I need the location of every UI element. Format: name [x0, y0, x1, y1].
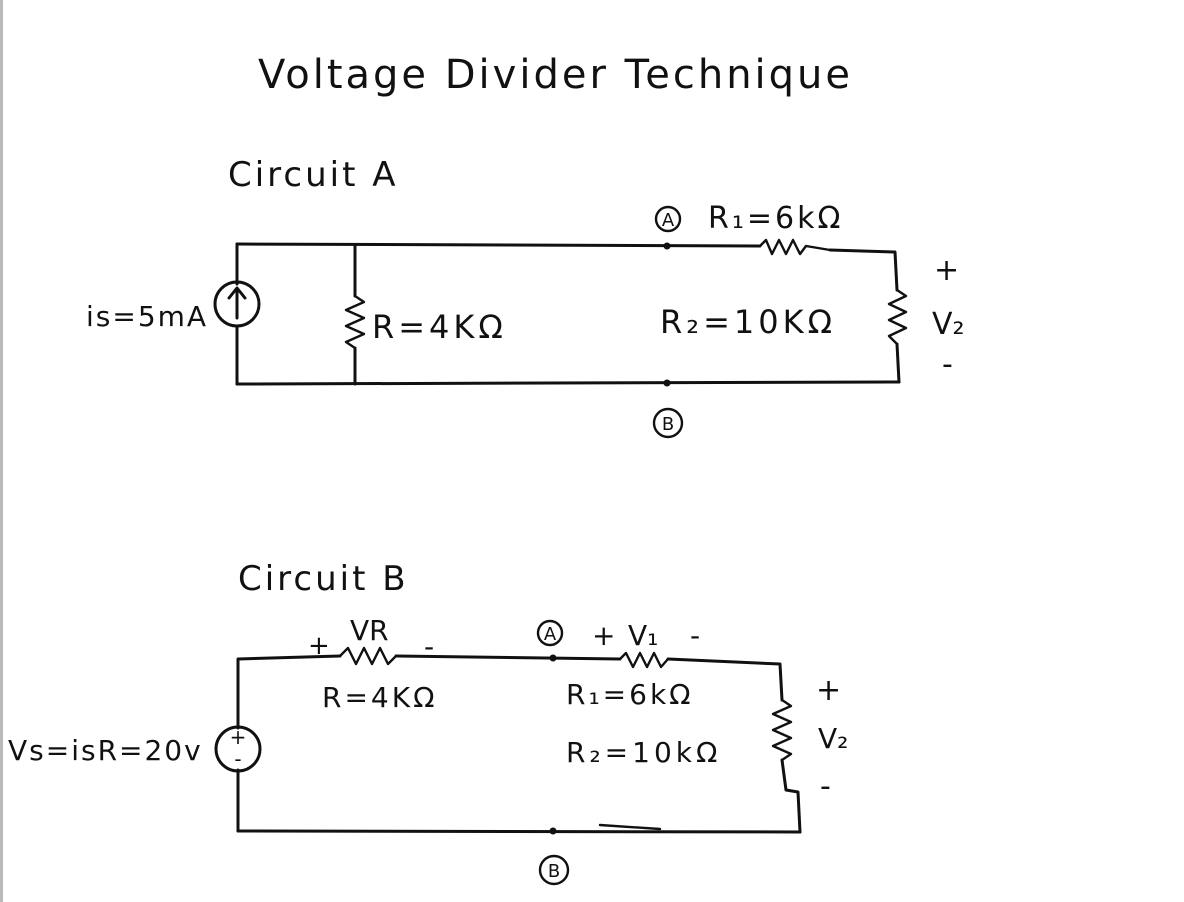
circuit-b-top-middle-wire: [394, 654, 622, 661]
circuit-a-node-a-marker: [654, 205, 682, 233]
circuit-b-r1-label: R₁=6kΩ: [566, 678, 694, 711]
circuit-b-vr-label: VR: [350, 614, 389, 647]
voltage-source-circle: [214, 725, 262, 773]
circuit-a-r1-label: R₁=6kΩ: [708, 201, 843, 236]
circuit-b: + - A B: [214, 619, 802, 886]
circuit-a-r2-resistor: [887, 288, 908, 346]
voltage-source-plus: +: [230, 725, 247, 749]
circuit-b-v2-plus: +: [816, 673, 841, 708]
circuit-a-top-wire: [235, 242, 762, 248]
circuit-b-v1-minus: -: [690, 619, 700, 652]
circuit-b-v1-plus: +: [592, 619, 615, 652]
circuit-b-node-b-label: B: [548, 861, 560, 882]
circuit-b-v1-label: V₁: [628, 619, 658, 652]
circuit-b-right-wire: [780, 758, 802, 834]
circuit-b-r-label: R=4KΩ: [322, 681, 438, 714]
current-source-arrow-icon: [227, 286, 247, 320]
circuit-b-node-a-marker: [536, 619, 564, 647]
circuit-a-source-label: is=5mA: [86, 300, 208, 333]
circuit-b-r1-resistor: [618, 651, 670, 669]
circuit-b-vr-minus: -: [424, 630, 434, 663]
circuit-b-node-b-dot: [549, 827, 557, 835]
circuit-b-v2-minus: -: [820, 769, 831, 804]
circuit-a-node-b-marker: [652, 407, 684, 439]
circuit-b-bottom-wire-stroke: [598, 823, 662, 831]
circuit-a: A B: [213, 205, 908, 439]
circuit-a-node-a-dot: [663, 242, 671, 250]
circuit-a-r2-label: R₂=10KΩ: [660, 303, 836, 341]
circuit-b-bottom-wire: [236, 829, 802, 834]
page-title: Voltage Divider Technique: [258, 52, 853, 98]
circuit-b-top-left-wire: [236, 654, 342, 730]
circuit-b-v2-label: V₂: [818, 722, 848, 755]
circuit-b-source-label: Vs=isR=20v: [8, 734, 203, 767]
current-source-circle: [213, 280, 261, 328]
page-edge-line: [0, 0, 3, 902]
circuit-a-v2-label: V₂: [932, 307, 965, 342]
circuit-b-r2-label: R₂=10kΩ: [566, 736, 721, 769]
circuit-a-r-label: R=4KΩ: [372, 308, 507, 346]
circuit-a-r1-resistor: [758, 238, 832, 256]
circuit-a-node-b-dot: [663, 379, 671, 387]
circuit-b-r2-resistor: [771, 698, 793, 762]
circuit-a-heading: Circuit A: [228, 155, 399, 195]
circuit-b-node-a-dot: [549, 654, 557, 662]
circuit-b-vr-plus: +: [308, 631, 330, 661]
circuit-b-r-resistor: [338, 646, 398, 666]
circuit-a-right-wire: [895, 342, 901, 384]
circuit-a-node-b-label: B: [662, 414, 674, 435]
circuit-b-top-right-wire: [666, 657, 784, 702]
voltage-source-minus: -: [234, 747, 241, 771]
circuit-a-v2-minus: -: [942, 347, 953, 382]
circuit-b-heading: Circuit B: [238, 559, 409, 599]
circuit-a-v2-plus: +: [934, 253, 959, 288]
circuit-a-node-a-label: A: [662, 210, 675, 231]
circuit-a-r-resistor: [344, 294, 366, 350]
circuit-b-node-a-label: A: [544, 624, 557, 645]
circuit-a-top-right-wire: [828, 248, 899, 292]
circuit-b-node-b-marker: [538, 854, 570, 886]
circuit-a-bottom-wire: [235, 380, 901, 386]
